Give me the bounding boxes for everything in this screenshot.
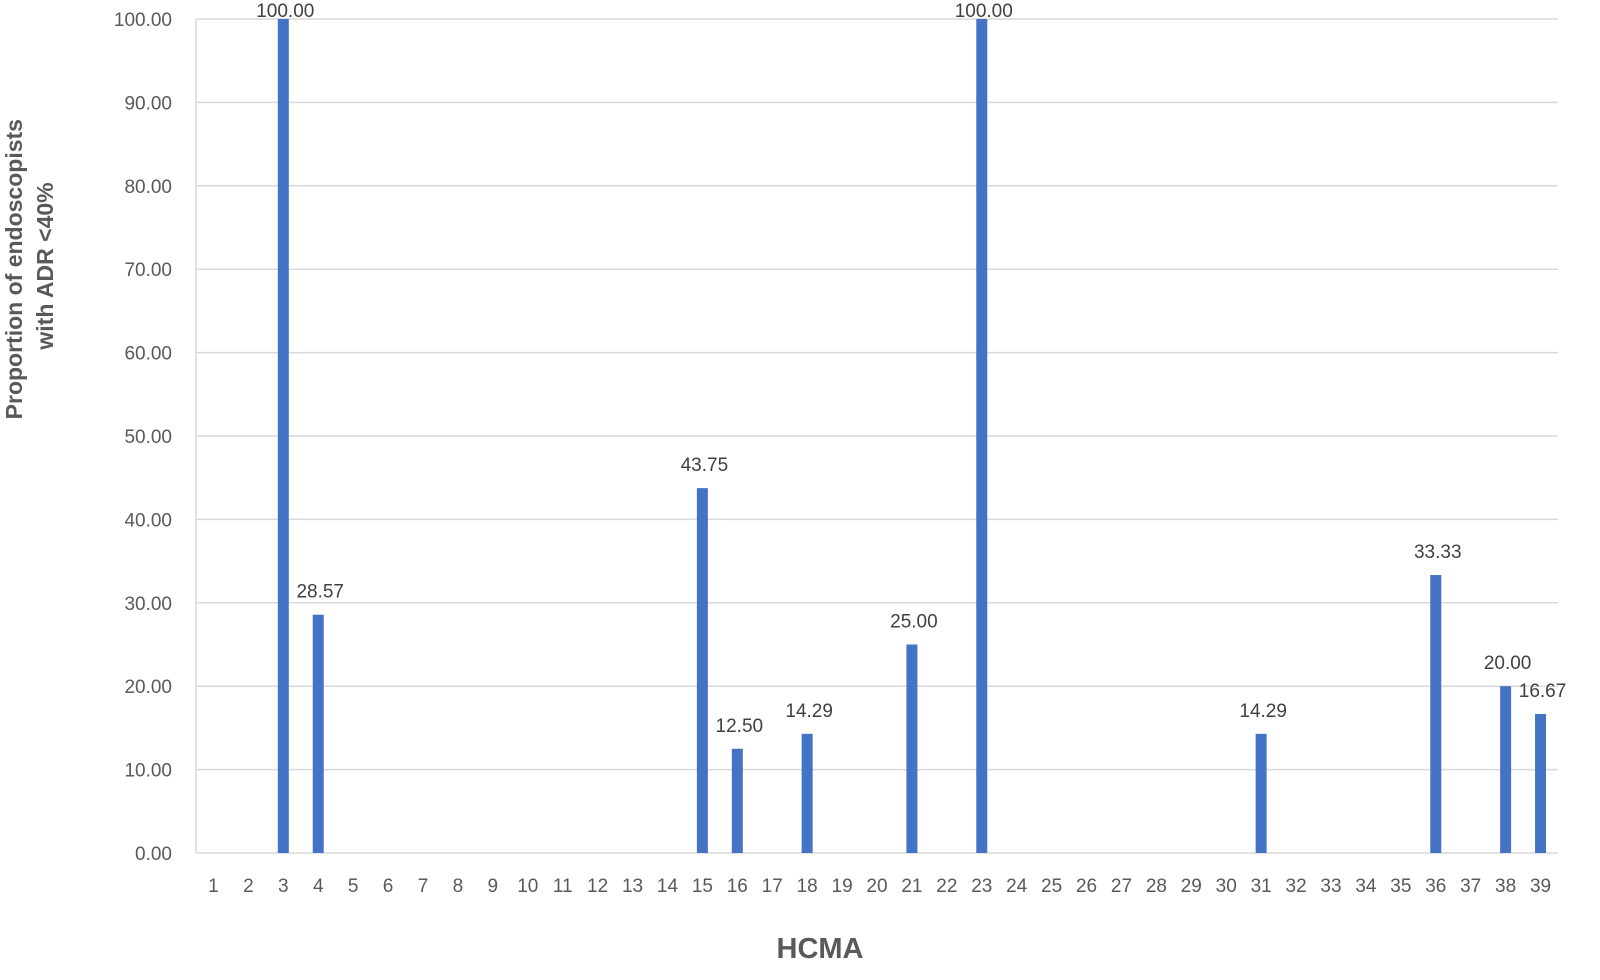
- bar-hcma-36: [1430, 575, 1442, 853]
- y-tick-label: 50.00: [124, 427, 172, 448]
- x-tick-label: 13: [622, 876, 643, 897]
- x-tick-label: 23: [971, 876, 992, 897]
- x-tick-label: 27: [1111, 876, 1132, 897]
- x-tick-label: 26: [1076, 876, 1097, 897]
- data-label-hcma-31: 14.29: [1239, 701, 1287, 722]
- x-tick-label: 15: [692, 876, 713, 897]
- x-tick-label: 25: [1041, 876, 1062, 897]
- y-axis-title-line-1: Proportion of endoscopists: [1, 119, 27, 419]
- x-tick-label: 8: [453, 876, 464, 897]
- data-label-hcma-18: 14.29: [785, 701, 833, 722]
- x-tick-label: 9: [488, 876, 499, 897]
- x-tick-label: 20: [866, 876, 887, 897]
- x-tick-label: 31: [1251, 876, 1272, 897]
- x-tick-label: 12: [587, 876, 608, 897]
- y-tick-label: 70.00: [124, 260, 172, 281]
- bar-hcma-15: [696, 488, 708, 853]
- x-tick-label: 39: [1530, 876, 1551, 897]
- bar-hcma-4: [312, 614, 324, 853]
- x-tick-label: 24: [1006, 876, 1028, 897]
- x-tick-label: 34: [1355, 876, 1377, 897]
- bar-hcma-31: [1255, 733, 1267, 853]
- x-tick-label: 5: [348, 876, 359, 897]
- data-label-hcma-23: 100.00: [955, 1, 1013, 22]
- x-tick-label: 7: [418, 876, 429, 897]
- x-tick-label: 28: [1146, 876, 1167, 897]
- x-tick-label: 30: [1216, 876, 1237, 897]
- y-tick-label: 90.00: [124, 93, 172, 114]
- y-tick-label: 20.00: [124, 677, 172, 698]
- x-tick-label: 35: [1390, 876, 1411, 897]
- x-tick-label: 3: [278, 876, 289, 897]
- y-tick-label: 30.00: [124, 594, 172, 615]
- data-label-hcma-21: 25.00: [890, 612, 938, 633]
- data-labels: 100.00 28.57 43.75 12.50 14.29 25.00 100.00 14.…: [256, 1, 1566, 737]
- y-tick-label: 0.00: [135, 844, 172, 865]
- bars: [277, 19, 1547, 853]
- y-tick-label: 100.00: [114, 10, 172, 31]
- data-label-hcma-15: 43.75: [681, 455, 729, 476]
- gridlines: [195, 18, 1558, 854]
- x-tick-label: 10: [517, 876, 538, 897]
- y-tick-label: 60.00: [124, 344, 172, 365]
- x-tick-label: 22: [936, 876, 957, 897]
- x-tick-label: 29: [1181, 876, 1202, 897]
- x-tick-label: 32: [1286, 876, 1307, 897]
- x-tick-label: 14: [657, 876, 679, 897]
- bar-hcma-3: [277, 19, 289, 853]
- x-tick-label: 21: [901, 876, 922, 897]
- y-tick-label: 80.00: [124, 177, 172, 198]
- y-axis-ticks: 0.00 10.00 20.00 30.00 40.00 50.00 60.00 70.00 8…: [114, 10, 172, 865]
- bar-hcma-18: [801, 733, 813, 853]
- x-tick-label: 36: [1425, 876, 1446, 897]
- data-label-hcma-36: 33.33: [1414, 542, 1462, 563]
- bar-hcma-39: [1535, 713, 1547, 853]
- x-tick-label: 19: [832, 876, 853, 897]
- bar-hcma-23: [976, 19, 988, 853]
- x-tick-label: 4: [313, 876, 324, 897]
- x-tick-label: 17: [762, 876, 783, 897]
- data-label-hcma-39: 16.67: [1519, 681, 1567, 702]
- y-axis-title: Proportion of endoscopists with ADR <40%: [1, 113, 58, 420]
- x-tick-label: 37: [1460, 876, 1481, 897]
- x-tick-label: 38: [1495, 876, 1516, 897]
- data-label-hcma-4: 28.57: [296, 582, 344, 603]
- x-tick-label: 6: [383, 876, 394, 897]
- x-tick-label: 1: [208, 876, 219, 897]
- y-axis-title-line-2: with ADR <40%: [32, 182, 58, 350]
- x-tick-label: 2: [243, 876, 254, 897]
- x-axis-title: HCMA: [777, 933, 864, 965]
- x-tick-label: 33: [1320, 876, 1341, 897]
- data-label-hcma-3: 100.00: [256, 1, 314, 22]
- x-tick-label: 16: [727, 876, 748, 897]
- bar-hcma-38: [1500, 686, 1512, 853]
- x-tick-label: 18: [797, 876, 818, 897]
- y-tick-label: 10.00: [124, 761, 172, 782]
- bar-hcma-21: [906, 644, 918, 853]
- data-label-hcma-38: 20.00: [1484, 653, 1532, 674]
- data-label-hcma-16: 12.50: [716, 716, 764, 737]
- x-tick-label: 11: [553, 876, 573, 897]
- y-tick-label: 40.00: [124, 510, 172, 531]
- x-axis-ticks: 1 2 3 4 5 6 7 8 9 10 11 12 13 14 15 16 17 18 19 20 21 22 23 24 2…: [208, 876, 1551, 897]
- bar-hcma-16: [731, 748, 743, 853]
